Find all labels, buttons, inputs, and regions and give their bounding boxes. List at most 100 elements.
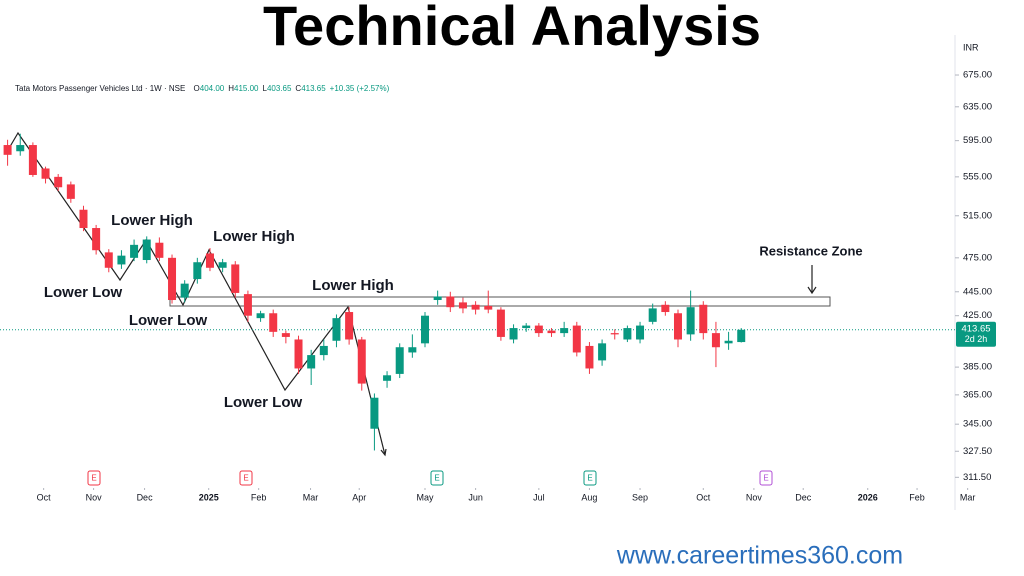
earnings-marker — [759, 470, 773, 486]
price-tag — [956, 321, 996, 347]
candle-body — [307, 355, 316, 369]
candle-body — [28, 145, 37, 175]
candle-body — [130, 244, 139, 258]
x-tick-label: 2025 — [199, 492, 219, 502]
candle-body — [522, 325, 531, 329]
resistance-zone — [169, 296, 831, 307]
y-tick-label: 475.00 — [963, 252, 992, 263]
candle-body — [3, 145, 12, 155]
candle-body — [458, 302, 467, 309]
candle-body — [332, 318, 341, 341]
x-tick-label: May — [416, 492, 434, 502]
y-tick-label: 635.00 — [963, 101, 992, 112]
candle-body — [104, 252, 113, 268]
candle-body — [648, 308, 657, 322]
candle-body — [496, 309, 505, 337]
x-tick-label: Jun — [468, 492, 483, 502]
candle-body — [534, 325, 543, 334]
candle-body — [205, 253, 214, 268]
candle-body — [92, 228, 101, 251]
x-tick-label: 2026 — [858, 492, 878, 502]
annotation: Lower High — [213, 228, 295, 245]
zigzag — [7, 131, 386, 456]
candle-body — [610, 333, 619, 335]
x-tick-label: Sep — [632, 492, 648, 502]
x-tick-label: Mar — [960, 492, 976, 502]
y-tick-label: 675.00 — [963, 70, 992, 81]
candle-body — [142, 239, 151, 261]
candle-body — [79, 209, 88, 229]
candle-body — [547, 330, 556, 334]
zigzag-arrow — [380, 448, 387, 457]
y-tick-label: 555.00 — [963, 171, 992, 182]
candle-body — [41, 168, 50, 179]
candle-body — [231, 264, 240, 293]
earnings-marker — [430, 470, 444, 486]
candle-body — [16, 145, 25, 152]
candle-body — [421, 315, 430, 344]
page-title: Technical Analysis — [263, 0, 761, 57]
candle-body — [598, 343, 607, 361]
candle-body — [294, 339, 303, 369]
candle-body — [661, 304, 670, 313]
field-value: 415.00 — [234, 84, 259, 93]
earnings-label: E — [91, 474, 96, 483]
candle-body — [281, 333, 290, 337]
candle-body — [168, 257, 177, 301]
x-tick-label: Jul — [533, 492, 545, 502]
x-tick-label: Feb — [251, 492, 267, 502]
annotation: Resistance Zone — [759, 243, 862, 258]
x-tick-label: Aug — [581, 492, 597, 502]
candle-body — [509, 328, 518, 340]
earnings-marker — [239, 470, 253, 486]
annotation: Lower Low — [129, 312, 208, 329]
x-tick-label: Dec — [137, 492, 154, 502]
candle-body — [117, 255, 126, 265]
earnings-label: E — [763, 474, 768, 483]
website: www.careertimes360.com — [616, 542, 903, 570]
candle-body — [180, 283, 189, 298]
earnings-label: E — [434, 474, 439, 483]
candle-body — [471, 304, 480, 310]
field-key: H — [228, 84, 234, 93]
candle-body — [433, 296, 442, 301]
annotation: Lower High — [111, 212, 193, 229]
x-tick-label: Mar — [303, 492, 319, 502]
y-tick-label: 345.00 — [963, 419, 992, 430]
candle-body — [218, 262, 227, 268]
candle-body — [711, 333, 720, 348]
candle-body — [319, 345, 328, 356]
candle-body — [408, 347, 417, 353]
change: +10.35 (+2.57%) — [330, 84, 390, 93]
candle-body — [256, 313, 265, 319]
candle-body — [155, 242, 164, 258]
candle-body — [560, 328, 569, 334]
candle-body — [345, 312, 354, 340]
y-tick-label: 595.00 — [963, 135, 992, 146]
earnings-label: E — [243, 474, 248, 483]
x-tick-label: Dec — [795, 492, 812, 502]
candle-body — [395, 347, 404, 374]
field-value: 413.65 — [301, 84, 326, 93]
candle-body — [686, 307, 695, 335]
candle-body — [357, 339, 366, 384]
x-tick-label: Oct — [37, 492, 52, 502]
field-key: L — [262, 84, 267, 93]
field-key: C — [295, 84, 301, 93]
y-tick-label: 425.00 — [963, 310, 992, 321]
y-tick-label: 445.00 — [963, 286, 992, 297]
annotation: Lower Low — [44, 284, 123, 301]
candle-body — [383, 375, 392, 381]
earnings-marker — [583, 470, 597, 486]
symbol: Tata Motors Passenger Vehicles Ltd · 1W … — [15, 84, 185, 93]
candle-body — [585, 345, 594, 369]
x-tick-label: Nov — [86, 492, 103, 502]
earnings-label: E — [587, 474, 592, 483]
candle-body — [446, 296, 455, 308]
candle-body — [636, 325, 645, 340]
x-tick-label: Apr — [352, 492, 366, 502]
countdown-label: 2d 2h — [965, 334, 988, 344]
y-tick-label: 327.50 — [963, 446, 992, 457]
